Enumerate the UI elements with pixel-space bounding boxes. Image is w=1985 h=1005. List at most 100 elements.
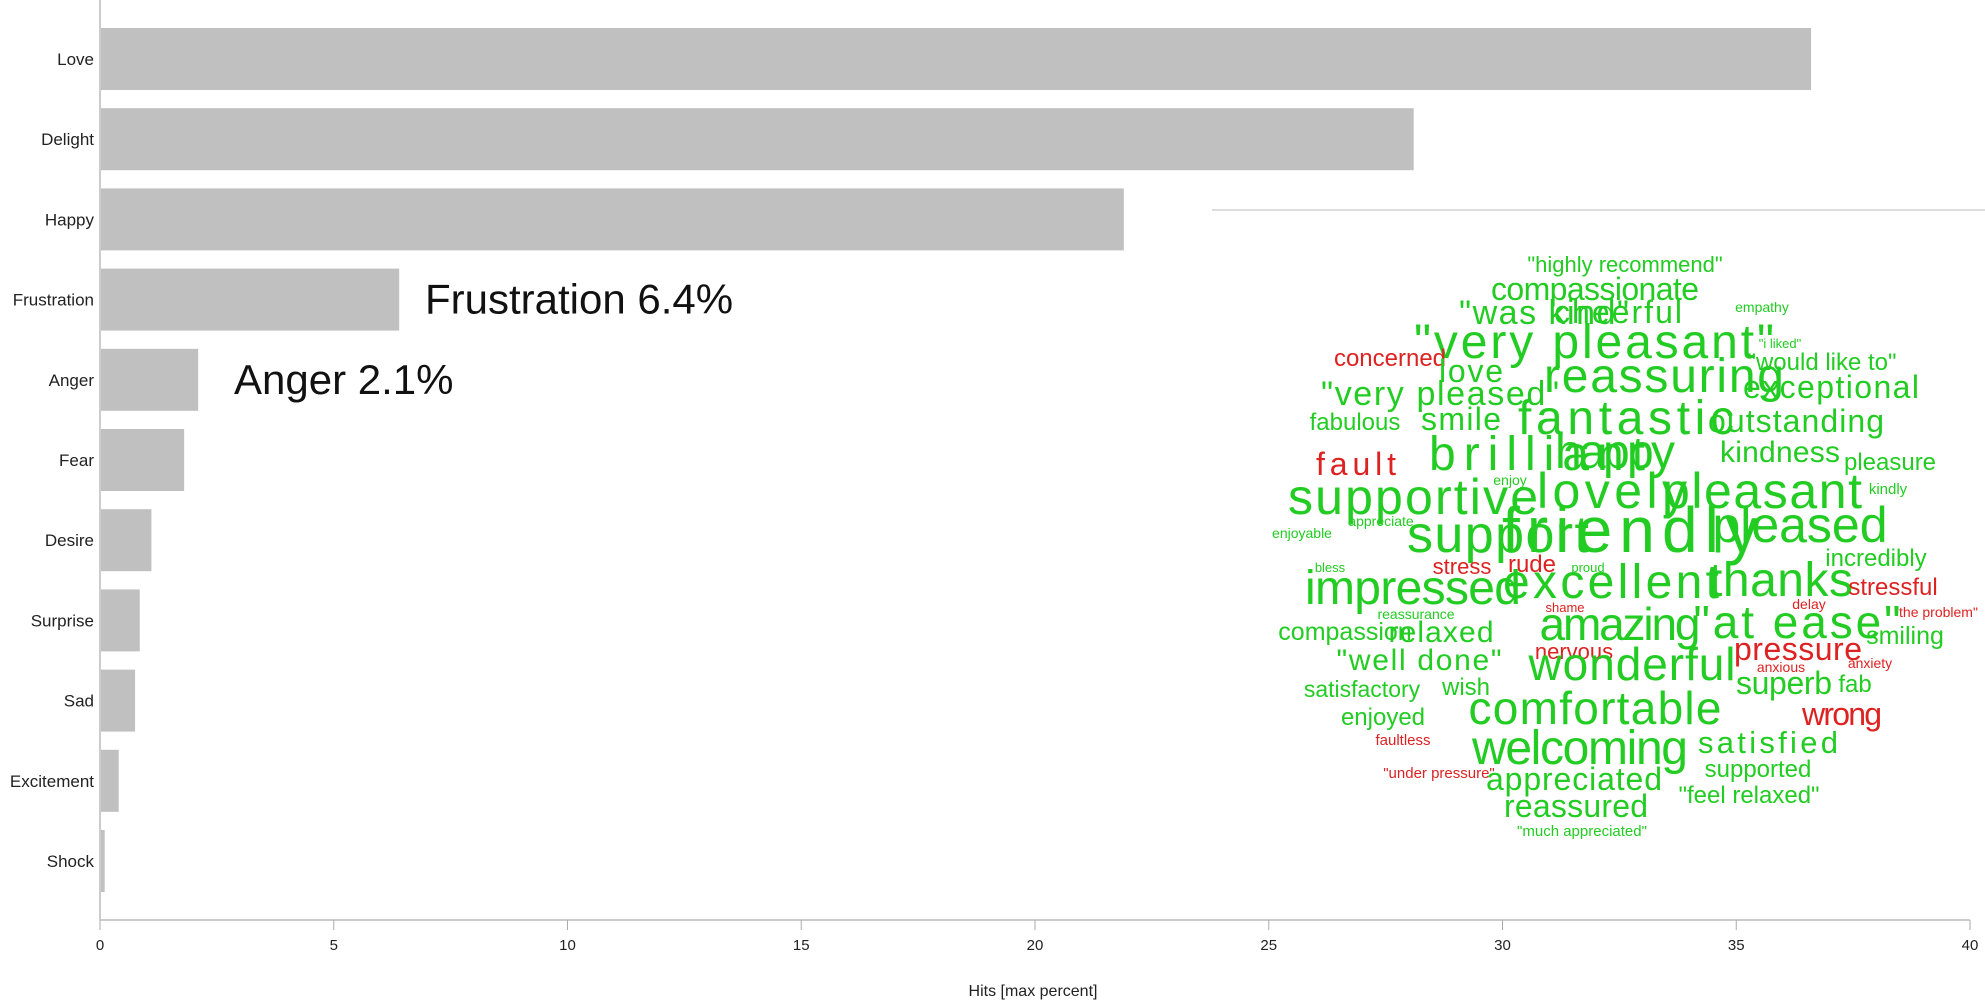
category-label-anger: Anger bbox=[49, 371, 95, 390]
cloud-word: proud bbox=[1571, 560, 1604, 575]
cloud-word: relaxed bbox=[1389, 616, 1494, 649]
category-label-excitement: Excitement bbox=[10, 772, 94, 791]
category-label-surprise: Surprise bbox=[31, 611, 94, 630]
annotation-anger: Anger 2.1% bbox=[234, 356, 453, 403]
cloud-word: delay bbox=[1792, 596, 1825, 612]
cloud-word: "was kind" bbox=[1459, 294, 1629, 332]
cloud-word: cheerful bbox=[1554, 294, 1682, 330]
cloud-word: incredibly bbox=[1825, 545, 1926, 572]
bar-excitement bbox=[100, 749, 119, 812]
category-label-love: Love bbox=[57, 50, 94, 69]
bar-fear bbox=[100, 429, 185, 491]
bar-love bbox=[100, 28, 1812, 90]
bar-sad bbox=[100, 669, 136, 732]
cloud-word: "much appreciated" bbox=[1517, 823, 1647, 840]
cloud-word: fabulous bbox=[1310, 409, 1401, 436]
cloud-word: wonderful bbox=[1528, 638, 1736, 690]
cloud-word: friendly bbox=[1502, 494, 1758, 566]
cloud-word: satisfied bbox=[1698, 725, 1838, 760]
cloud-word: fantastic bbox=[1518, 392, 1734, 445]
category-label-frustration: Frustration bbox=[13, 291, 94, 310]
cloud-word: pressure bbox=[1734, 631, 1862, 667]
cloud-word: "i liked" bbox=[1759, 336, 1802, 351]
cloud-word: kindly bbox=[1869, 481, 1908, 498]
cloud-word: "highly recommend" bbox=[1527, 252, 1722, 277]
cloud-word: nervous bbox=[1535, 639, 1613, 664]
cloud-word: "feel relaxed" bbox=[1678, 782, 1819, 809]
cloud-word: exceptional bbox=[1743, 369, 1919, 405]
cloud-word: fab bbox=[1838, 671, 1871, 698]
bar-anger bbox=[100, 348, 199, 411]
cloud-word: enjoy bbox=[1493, 472, 1526, 488]
cloud-word: welcoming bbox=[1471, 722, 1688, 775]
cloud-word: shame bbox=[1545, 600, 1584, 615]
cloud-word: bless bbox=[1315, 560, 1346, 575]
cloud-word: love bbox=[1439, 353, 1503, 389]
category-label-fear: Fear bbox=[59, 451, 94, 470]
bar-desire bbox=[100, 509, 152, 572]
cloud-word: enjoyed bbox=[1341, 704, 1425, 731]
cloud-word: supported bbox=[1705, 756, 1812, 783]
cloud-word: "the problem" bbox=[1894, 604, 1978, 620]
category-label-sad: Sad bbox=[64, 692, 94, 711]
x-tick-label: 20 bbox=[1027, 937, 1044, 954]
cloud-word: compassion bbox=[1278, 618, 1411, 646]
x-tick-label: 35 bbox=[1728, 937, 1745, 954]
cloud-word: rude bbox=[1508, 551, 1556, 578]
cloud-word: superb bbox=[1736, 665, 1832, 701]
bar-happy bbox=[100, 188, 1124, 251]
category-label-desire: Desire bbox=[45, 531, 94, 550]
x-tick-label: 0 bbox=[96, 937, 104, 954]
bars-group bbox=[100, 28, 1812, 892]
cloud-word: comfortable bbox=[1469, 682, 1722, 734]
cloud-word: outstanding bbox=[1708, 403, 1884, 439]
cloud-word: excellent bbox=[1503, 556, 1719, 609]
annotation-frustration: Frustration 6.4% bbox=[425, 276, 733, 323]
bar-surprise bbox=[100, 589, 140, 652]
cloud-word: empathy bbox=[1735, 299, 1789, 315]
cloud-word: "very pleased" bbox=[1321, 375, 1559, 413]
cloud-word: pleasant bbox=[1662, 463, 1862, 519]
cloud-word: smiling bbox=[1866, 622, 1944, 650]
cloud-word: support bbox=[1407, 506, 1590, 564]
x-tick-label: 30 bbox=[1494, 937, 1511, 954]
cloud-word: amazing bbox=[1540, 598, 1701, 650]
cloud-word: impressed bbox=[1305, 562, 1521, 615]
bar-delight bbox=[100, 108, 1414, 171]
cloud-word: reassuring bbox=[1544, 350, 1784, 403]
cloud-word: pleasure bbox=[1844, 449, 1936, 476]
cloud-word: satisfactory bbox=[1304, 676, 1421, 702]
cloud-word: "well done" bbox=[1337, 644, 1502, 677]
cloud-word: concerned bbox=[1334, 345, 1446, 372]
bar-frustration bbox=[100, 268, 400, 331]
cloud-word: supportive bbox=[1288, 469, 1538, 525]
cloud-word: enjoyable bbox=[1272, 525, 1332, 541]
cloud-word: smile bbox=[1421, 401, 1501, 437]
cloud-word: pleased bbox=[1713, 497, 1888, 553]
cloud-word: appreciated bbox=[1486, 761, 1662, 797]
annotations: Frustration 6.4% Anger 2.1% bbox=[234, 276, 733, 403]
word-cloud: "highly recommend"compassionate"was kind… bbox=[1272, 252, 1978, 840]
cloud-word: appreciate bbox=[1348, 513, 1414, 529]
cloud-word: wrong bbox=[1801, 696, 1882, 732]
category-label-delight: Delight bbox=[41, 130, 94, 149]
x-axis-title: Hits [max percent] bbox=[969, 983, 1098, 1000]
cloud-word: reassured bbox=[1504, 788, 1648, 824]
category-label-shock: Shock bbox=[47, 852, 95, 871]
x-tick-label: 10 bbox=[559, 937, 576, 954]
cloud-word: faultless bbox=[1375, 732, 1430, 749]
cloud-word: "would like to" bbox=[1747, 349, 1896, 376]
cloud-word: "under pressure" bbox=[1383, 765, 1495, 782]
cloud-word: kindness bbox=[1720, 436, 1840, 469]
cloud-word: anxious bbox=[1757, 659, 1805, 675]
x-tick-label: 5 bbox=[330, 937, 338, 954]
cloud-word: anxiety bbox=[1848, 655, 1892, 671]
cloud-word: reassurance bbox=[1377, 606, 1454, 622]
cloud-word: compassionate bbox=[1491, 271, 1699, 307]
cloud-word: stressful bbox=[1848, 574, 1937, 601]
cloud-word: "at ease" bbox=[1694, 596, 1901, 648]
x-tick-label: 40 bbox=[1962, 937, 1979, 954]
x-tick-label: 15 bbox=[793, 937, 810, 954]
category-labels: Love Delight Happy Frustration Anger Fear Desi… bbox=[10, 50, 95, 871]
